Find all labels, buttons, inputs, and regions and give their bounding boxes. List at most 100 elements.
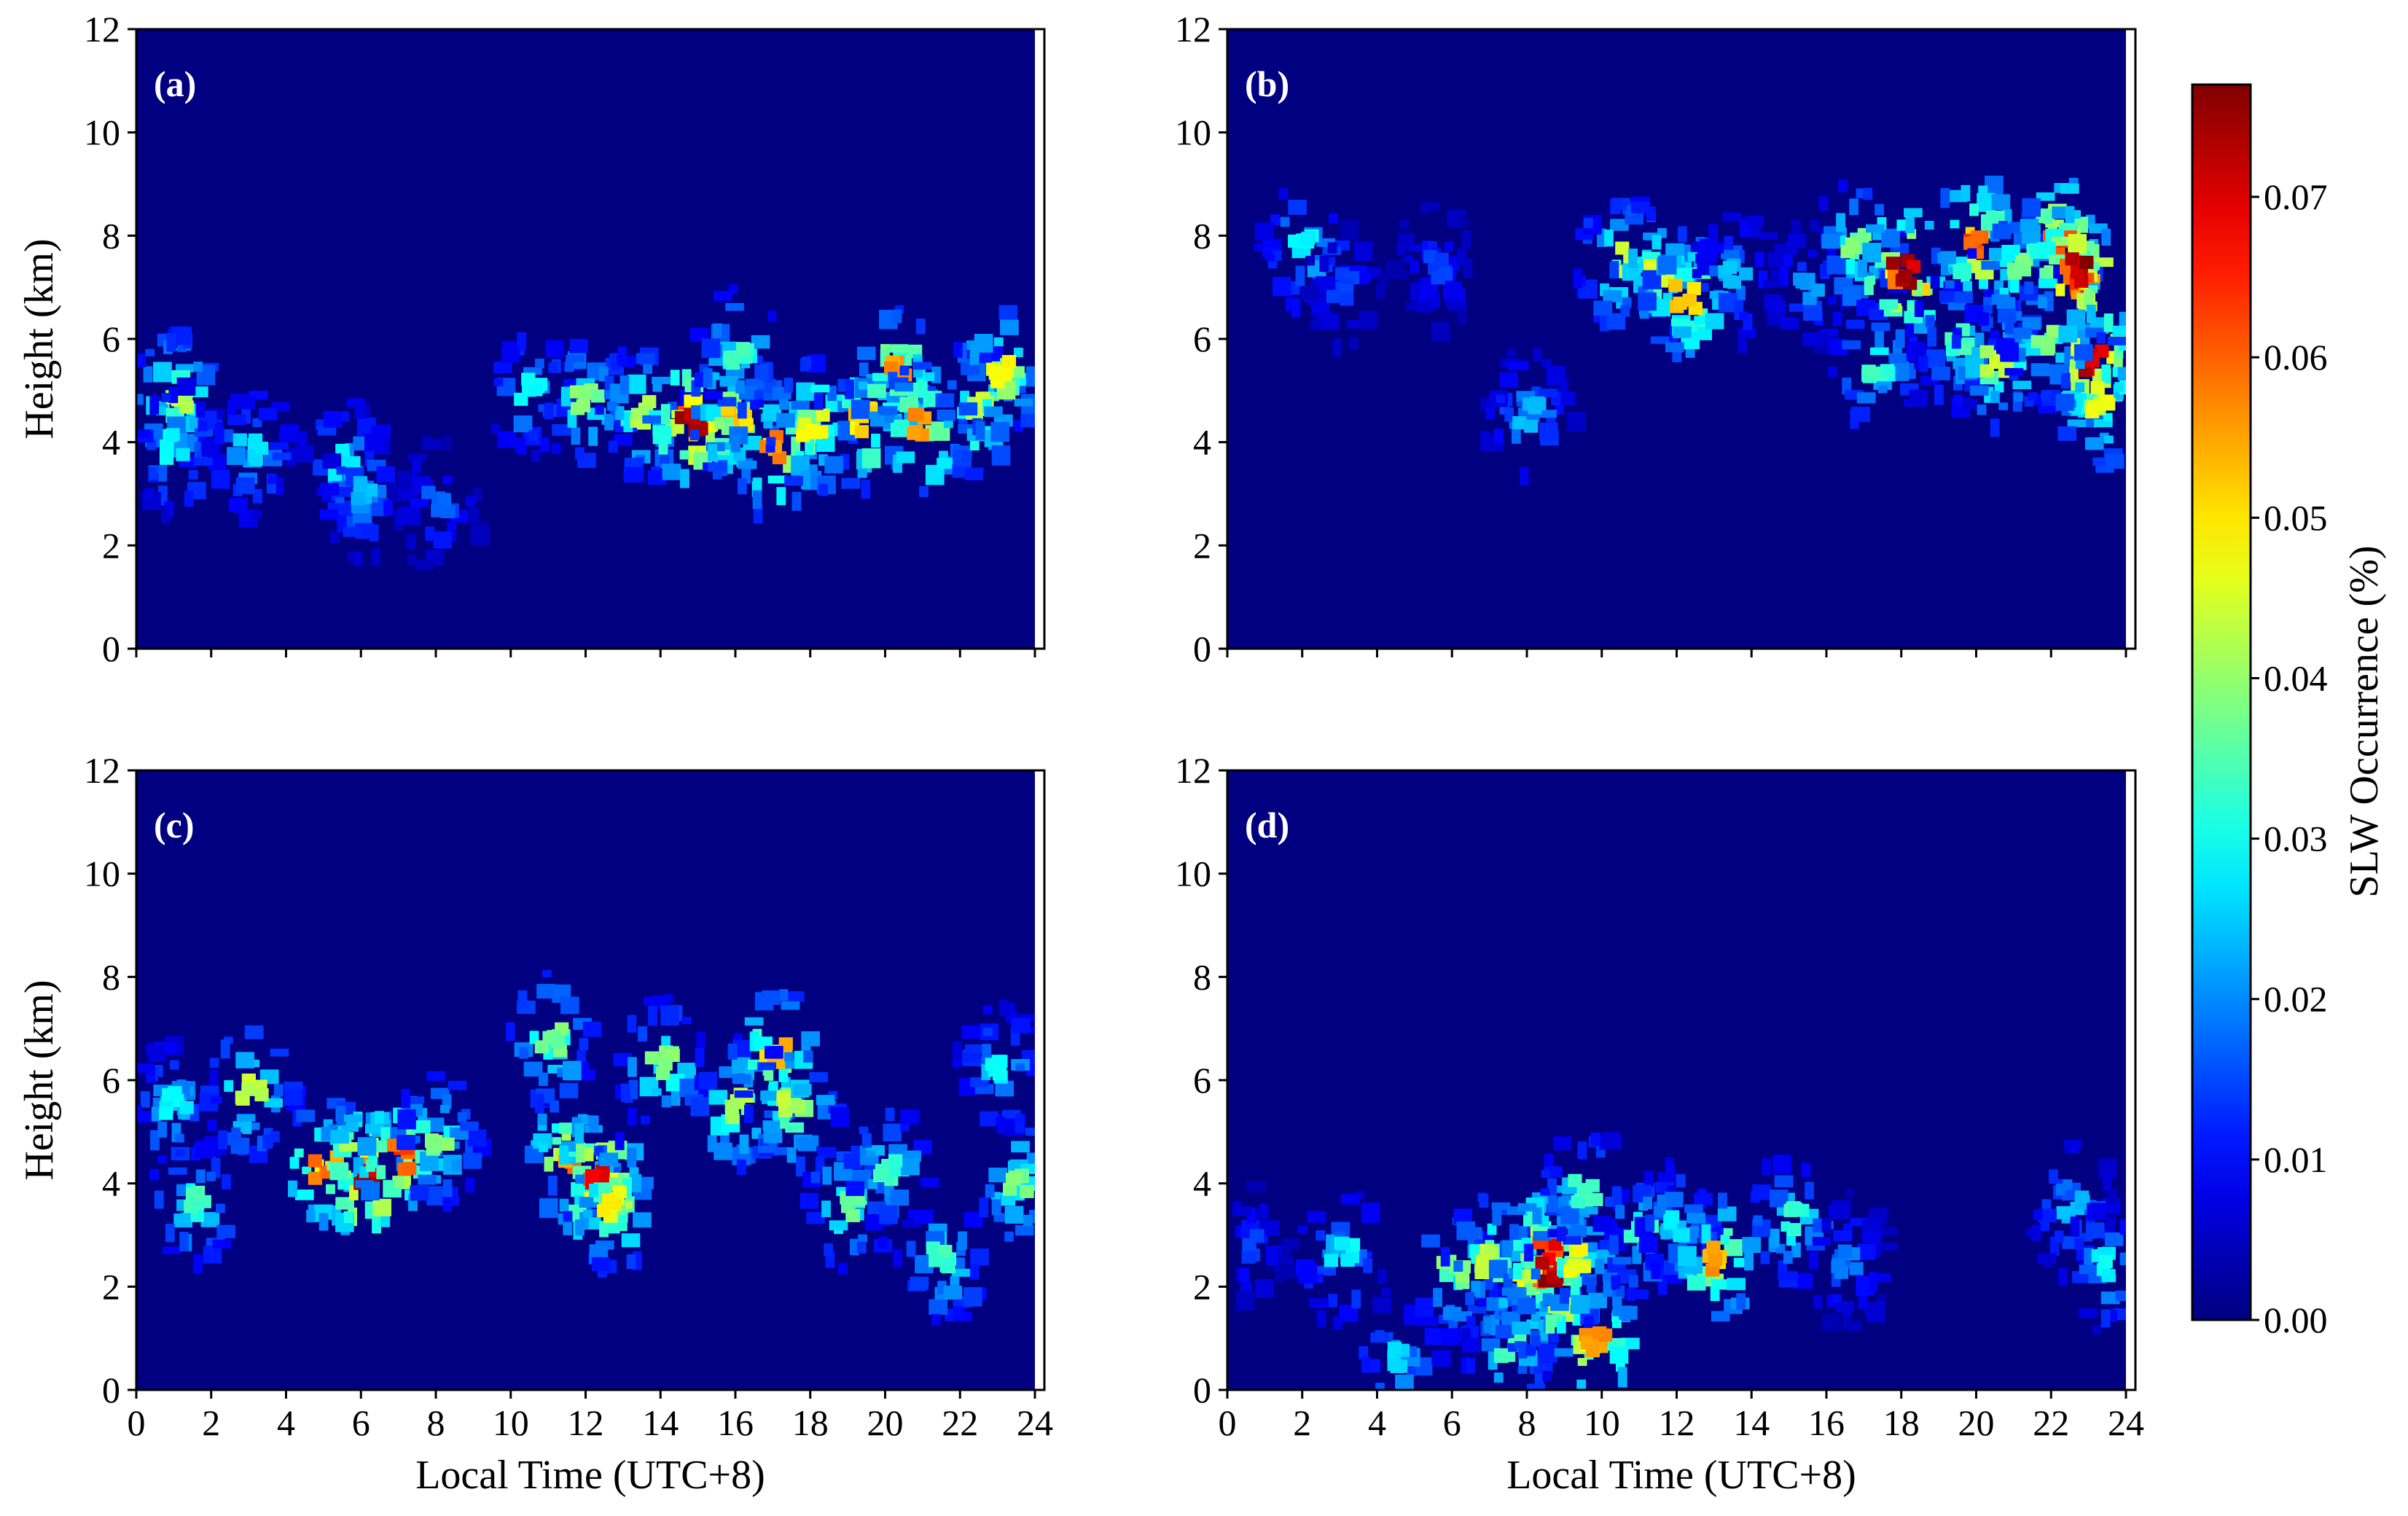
heatmap-cell <box>2068 234 2087 254</box>
heatmap-cell <box>2075 382 2085 393</box>
heatmap-cell <box>571 427 581 445</box>
heatmap-cell <box>372 1214 381 1234</box>
heatmap-cell <box>1944 280 1955 289</box>
heatmap-cell <box>1866 1302 1885 1323</box>
heatmap-cell <box>2040 1220 2050 1232</box>
heatmap-cell <box>1577 1358 1587 1367</box>
heatmap-cluster <box>388 435 490 571</box>
heatmap-cell <box>1615 1205 1625 1219</box>
heatmap-cell <box>796 1156 805 1177</box>
heatmap-cell <box>1467 1305 1487 1314</box>
heatmap-cell <box>574 1123 585 1144</box>
heatmap-cell <box>1979 312 1990 326</box>
heatmap-cell <box>1399 219 1409 229</box>
heatmap-cell <box>1509 1224 1519 1243</box>
heatmap-cell <box>953 453 962 463</box>
heatmap-cell <box>2058 1267 2068 1286</box>
heatmap-cell <box>1474 1266 1489 1280</box>
heatmap-cell <box>426 1186 445 1206</box>
heatmap-cell <box>2056 1206 2071 1219</box>
heatmap-cell <box>969 345 980 356</box>
heatmap-cell <box>1456 249 1466 266</box>
heatmap-cell <box>1461 230 1471 249</box>
heatmap-cell <box>376 466 396 482</box>
heatmap-cell <box>336 466 346 475</box>
heatmap-cell <box>642 415 662 424</box>
heatmap-cell <box>336 1105 346 1125</box>
heatmap-cell <box>701 338 721 359</box>
heatmap-cell <box>136 353 146 368</box>
heatmap-cell <box>2028 392 2038 400</box>
heatmap-cell <box>145 1044 165 1055</box>
heatmap-cell <box>744 1017 764 1026</box>
heatmap-cell <box>1615 241 1630 255</box>
heatmap-cell <box>318 1213 329 1231</box>
heatmap-cell <box>2085 241 2095 252</box>
heatmap-cell <box>248 433 263 447</box>
heatmap-cell <box>902 1219 921 1228</box>
heatmap-cell <box>2086 304 2096 324</box>
heatmap-cell <box>1267 261 1278 269</box>
heatmap-cell <box>1379 273 1389 286</box>
heatmap-cell <box>1546 366 1565 386</box>
heatmap-cell <box>497 431 516 448</box>
heatmap-cell <box>1560 1206 1579 1224</box>
heatmap-cell <box>2074 1190 2090 1204</box>
heatmap-cell <box>1340 1254 1355 1267</box>
heatmap-cluster <box>1385 201 1473 343</box>
heatmap-cell <box>2119 311 2126 332</box>
heatmap-cell <box>980 1111 998 1127</box>
heatmap-cell <box>1706 1240 1721 1254</box>
heatmap-cell <box>1662 292 1673 301</box>
heatmap-cell <box>1612 1257 1632 1265</box>
heatmap-cell <box>1626 1287 1636 1301</box>
y-tick-label: 10 <box>84 853 120 894</box>
heatmap-cell <box>1517 1341 1528 1359</box>
heatmap-cell <box>919 485 929 498</box>
heatmap-cell <box>964 467 984 481</box>
heatmap-cell <box>1254 1279 1274 1298</box>
heatmap-cell <box>631 1175 641 1192</box>
heatmap-cell <box>1298 1263 1318 1284</box>
x-tick-label: 14 <box>642 1402 679 1443</box>
heatmap-cell <box>1288 200 1307 215</box>
heatmap-cell <box>575 1174 585 1184</box>
heatmap-cell <box>871 434 880 448</box>
heatmap-cell <box>1406 1367 1416 1377</box>
heatmap-cell <box>1512 1321 1531 1335</box>
heatmap-cell <box>892 309 902 324</box>
heatmap-cell <box>2069 366 2079 383</box>
heatmap-cell <box>1826 247 1837 257</box>
heatmap-cell <box>1807 249 1818 257</box>
heatmap-cell <box>906 1240 916 1257</box>
heatmap-cell <box>1574 1243 1588 1257</box>
heatmap-cell <box>648 1005 658 1026</box>
heatmap-cell <box>539 437 550 453</box>
heatmap-cell <box>1332 338 1342 357</box>
heatmap-cell <box>1317 1265 1337 1276</box>
y-tick-label: 0 <box>1193 1370 1211 1410</box>
heatmap-cell <box>738 460 757 469</box>
heatmap-cell <box>2090 262 2100 270</box>
heatmap-cell <box>2100 1292 2120 1305</box>
heatmap-cell <box>953 342 963 358</box>
heatmap-cell <box>168 1086 182 1100</box>
heatmap-cell <box>801 1031 820 1047</box>
heatmap-cell <box>617 346 627 367</box>
heatmap-cell <box>1767 251 1787 268</box>
heatmap-cell <box>353 476 368 490</box>
x-tick-label: 22 <box>942 1402 978 1443</box>
heatmap-cell <box>913 362 932 370</box>
heatmap-cell <box>1665 342 1684 353</box>
y-tick-label: 4 <box>1193 422 1211 463</box>
heatmap-cell <box>1000 319 1019 335</box>
heatmap-cell <box>241 1082 256 1096</box>
heatmap-cell <box>357 1137 377 1156</box>
heatmap-cell <box>983 1028 993 1036</box>
heatmap-cell <box>521 372 536 386</box>
heatmap-cell <box>1940 187 1950 208</box>
heatmap-cell <box>207 1120 217 1131</box>
x-tick-label: 6 <box>1443 1402 1461 1443</box>
heatmap-cell <box>982 1044 991 1063</box>
